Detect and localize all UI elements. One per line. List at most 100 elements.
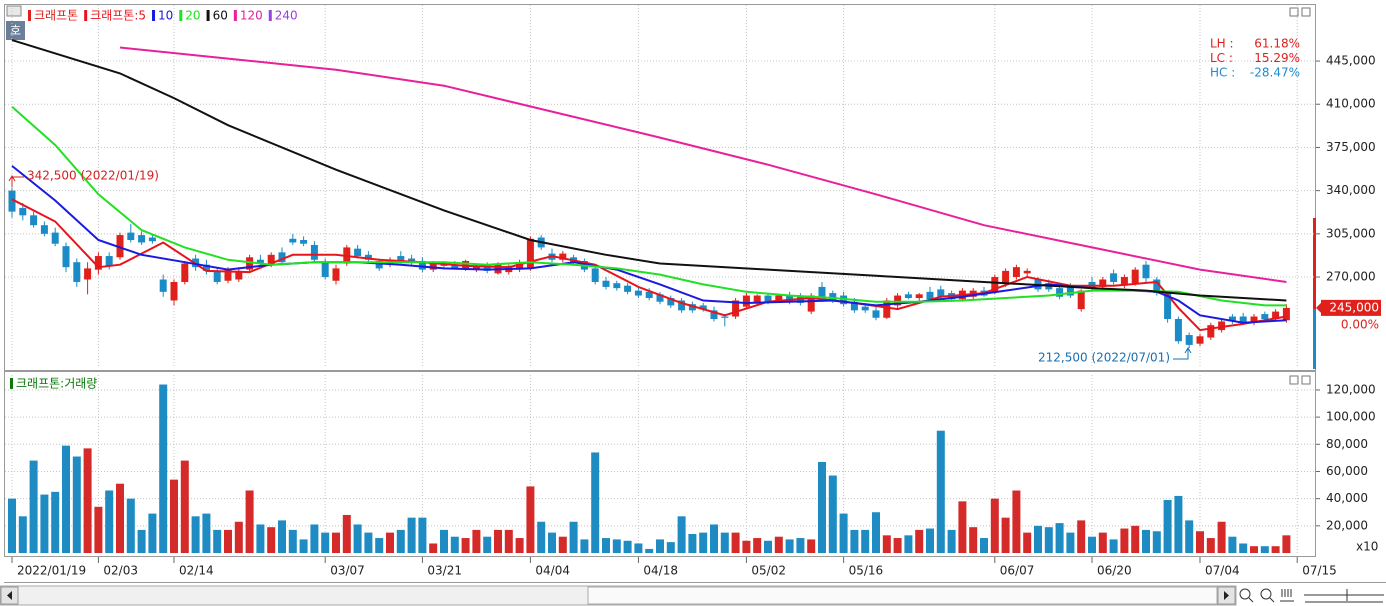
zoom-in-handle [1269, 597, 1275, 603]
candle-body [62, 246, 70, 268]
volume-bar [1044, 527, 1053, 553]
candle-body [1185, 335, 1193, 345]
icon-box[interactable] [6, 21, 25, 40]
candle-body [937, 289, 945, 297]
candle-body [732, 300, 740, 317]
volume-bar [850, 529, 859, 553]
volume-bar [105, 490, 114, 553]
candle-body [1110, 273, 1118, 282]
y-tick-label: 40,000 [1326, 491, 1368, 505]
candle-body [634, 290, 642, 296]
legend-label: 60 [213, 9, 228, 23]
volume-bar [861, 529, 870, 553]
y-tick-label: 80,000 [1326, 437, 1368, 451]
candle-body [246, 257, 254, 270]
zoom-out[interactable] [1239, 588, 1251, 600]
volume-bar [1239, 543, 1248, 553]
candle-body [51, 232, 59, 244]
candle-body [526, 238, 534, 269]
volume-bar [288, 529, 297, 553]
volume-bar [418, 517, 427, 553]
volume-bar [342, 514, 351, 553]
volume-bar [807, 539, 816, 553]
volume-bar [1250, 546, 1258, 553]
volume-bar [396, 529, 405, 553]
x-tick-label: 07/15 [1302, 564, 1337, 578]
candle-body [19, 207, 27, 216]
icon-label: 호 [10, 24, 21, 38]
candle-body [1261, 314, 1269, 319]
volume-bar [234, 521, 243, 553]
candle-body [116, 235, 124, 258]
y-tick-label: 60,000 [1326, 464, 1368, 478]
volume-pane [4, 371, 1316, 557]
volume-bar [634, 543, 643, 553]
zoom-in[interactable] [1260, 588, 1272, 600]
scroll-thumb[interactable] [587, 586, 1218, 605]
range-bar-up [1313, 218, 1316, 309]
volume-bar [926, 528, 934, 553]
volume-bar [1034, 525, 1042, 553]
volume-bar [666, 542, 675, 553]
legend-label: 크래프톤:5 [90, 9, 146, 23]
low-marker-arrow [1184, 347, 1192, 354]
volume-bar [483, 536, 492, 553]
candle-body [483, 265, 491, 271]
stat-value: 15.29% [1254, 51, 1300, 65]
volume-bar [893, 538, 902, 553]
y-tick-label: 270,000 [1326, 270, 1376, 284]
volume-bar [1131, 525, 1140, 553]
candle-body [829, 293, 837, 301]
volume-bar [18, 516, 27, 553]
current-change: 0.00% [1341, 317, 1379, 331]
candle-body [904, 294, 912, 299]
candle-body [1218, 321, 1226, 331]
y-tick-label: 100,000 [1326, 410, 1376, 424]
legend-label: 240 [275, 9, 298, 23]
scroll-left-arrow [7, 591, 12, 600]
candle-body [656, 294, 664, 302]
candle-body [807, 295, 815, 312]
volume-bar [375, 538, 384, 553]
volume-bar [796, 538, 805, 553]
candle-body [894, 295, 902, 306]
x-tick-label: 04/18 [643, 564, 678, 578]
volume-bar [936, 430, 945, 553]
volume-bar [1228, 536, 1237, 553]
candle-body [375, 260, 383, 269]
volume-bar [386, 532, 394, 553]
legend-swatch [179, 10, 183, 21]
candle-body [418, 260, 426, 270]
volume-bar [548, 532, 556, 553]
volume-bar [180, 460, 189, 553]
candle-body [181, 263, 189, 282]
zoom-out-handle [1248, 597, 1254, 603]
pane-button[interactable] [1289, 375, 1299, 385]
pane-button[interactable] [1301, 7, 1311, 17]
pane-button[interactable] [1289, 7, 1299, 17]
volume-bar [904, 535, 913, 553]
volume-bar [958, 501, 967, 553]
stat-value: 61.18% [1254, 37, 1300, 51]
mini-icon[interactable] [6, 5, 22, 17]
volume-title: 크래프톤:거래량 [16, 377, 97, 391]
pane-button[interactable] [1301, 375, 1311, 385]
candle-body [127, 232, 135, 241]
volume-bar [332, 532, 340, 553]
volume-bar [1077, 520, 1086, 553]
period-slider[interactable] [1304, 589, 1384, 603]
volume-bar [1098, 532, 1107, 553]
low-marker [1173, 349, 1189, 360]
bars-toggle[interactable] [1280, 589, 1294, 602]
candle-body [991, 277, 999, 292]
candle-body [1120, 277, 1128, 286]
candle-body [1142, 264, 1150, 279]
candle-body [624, 285, 632, 292]
volume-bar [731, 532, 740, 553]
x-tick-label: 05/02 [751, 564, 786, 578]
volume-bar [1174, 495, 1183, 553]
volume-bar [148, 513, 157, 553]
volume-bar [1260, 546, 1269, 553]
